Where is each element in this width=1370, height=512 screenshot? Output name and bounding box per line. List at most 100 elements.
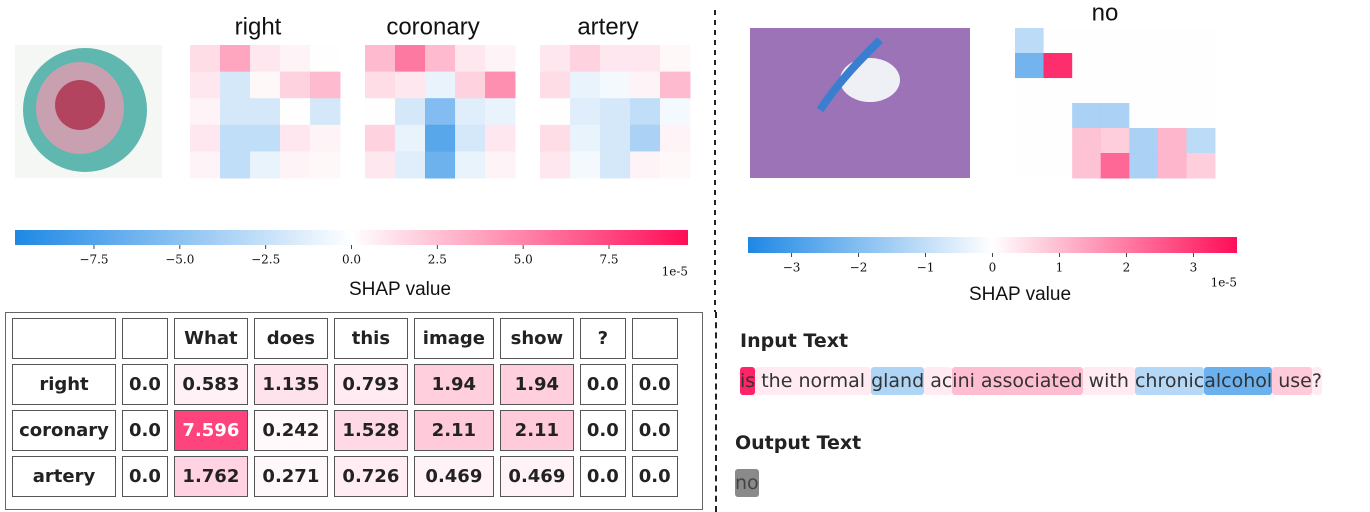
heatmap-cell <box>365 45 396 72</box>
heatmap-title: right <box>235 13 282 40</box>
tick-label: −2 <box>850 261 868 275</box>
input-title: Input Text <box>740 330 848 352</box>
tick-label: 5.0 <box>514 253 533 267</box>
heatmap-cell <box>630 45 661 72</box>
heatmap-cell <box>365 125 396 152</box>
heatmap-cell <box>660 98 691 125</box>
axis-label: SHAP value <box>349 279 451 300</box>
header-cell <box>122 318 168 359</box>
heatmap-cell <box>1129 153 1158 179</box>
scale-label: 1e-5 <box>662 265 688 279</box>
heatmap-cell <box>1015 53 1044 79</box>
heatmap-cell <box>1101 128 1130 154</box>
header-cell: image <box>414 318 494 359</box>
heatmap-cell <box>1072 128 1101 154</box>
text-token: is <box>740 367 755 395</box>
text-token: with <box>1083 367 1135 395</box>
header-cell: show <box>500 318 574 359</box>
table-cell: 0.469 <box>414 456 494 497</box>
heatmap-cell <box>1072 153 1101 179</box>
heatmap-cell <box>280 151 311 178</box>
tick-label: −1 <box>917 261 935 275</box>
heatmap-cell <box>570 151 601 178</box>
heatmap-cell <box>220 72 251 99</box>
heatmap-cell <box>455 151 486 178</box>
heatmap-cell <box>540 125 571 152</box>
heatmap-cell <box>455 125 486 152</box>
heatmap-cell <box>485 45 516 72</box>
scale-label: 1e-5 <box>1211 276 1237 290</box>
table-cell: 0.0 <box>122 364 168 405</box>
table-cell: 1.762 <box>174 456 248 497</box>
heatmap-cell <box>1158 53 1187 79</box>
heatmap-cell <box>1101 28 1130 54</box>
table-row: right0.00.5831.1350.7931.941.940.00.0 <box>12 364 678 405</box>
heatmap-cell <box>280 125 311 152</box>
text-token: the normal <box>755 367 871 395</box>
table-cell: 1.94 <box>500 364 574 405</box>
input-text: is the normal gland acini associated wit… <box>740 370 1322 392</box>
heatmap-cell <box>1129 28 1158 54</box>
table-cell: 1.94 <box>414 364 494 405</box>
heatmap-cell <box>1186 103 1215 129</box>
table-cell: 2.11 <box>414 410 494 451</box>
table-cell: 2.11 <box>500 410 574 451</box>
header-cell: does <box>254 318 328 359</box>
table-cell: 0.0 <box>122 456 168 497</box>
table-cell: 0.0 <box>580 456 626 497</box>
heatmap-cell <box>630 72 661 99</box>
heatmap-cell <box>630 125 661 152</box>
heatmap-cell <box>425 98 456 125</box>
heatmap-cell <box>455 72 486 99</box>
table-cell: 0.0 <box>632 456 678 497</box>
text-token: ? <box>1312 367 1322 395</box>
table-cell: 1.528 <box>334 410 408 451</box>
heatmap-cell <box>190 125 221 152</box>
heatmap-cell <box>1129 128 1158 154</box>
heatmap-cell <box>485 125 516 152</box>
heatmap-cell <box>1044 28 1073 54</box>
text-token: ini associated <box>952 367 1082 395</box>
heatmap-cell <box>220 98 251 125</box>
header-cell: What <box>174 318 248 359</box>
heatmap-cell <box>600 125 631 152</box>
heatmap-cell <box>540 151 571 178</box>
heatmap-cell <box>1072 103 1101 129</box>
heatmap-cell <box>1072 78 1101 104</box>
colorbar <box>15 230 688 245</box>
heatmap-cell <box>485 151 516 178</box>
table: Whatdoesthisimageshow?right0.00.5831.135… <box>6 313 684 502</box>
heatmap-cell <box>1186 128 1215 154</box>
text-token: chronic <box>1135 367 1204 395</box>
tick-label: 1 <box>1056 261 1064 275</box>
table-cell: 0.0 <box>580 410 626 451</box>
heatmap-cell <box>1072 28 1101 54</box>
heatmap-cell <box>1158 78 1187 104</box>
tick-label: −2.5 <box>251 253 280 267</box>
heatmap-cell <box>660 45 691 72</box>
divider <box>715 312 717 512</box>
heatmap-cell <box>250 125 281 152</box>
table-cell: 0.0 <box>632 410 678 451</box>
heatmap-cell <box>425 151 456 178</box>
heatmap-cell <box>365 151 396 178</box>
heatmap-cell <box>600 45 631 72</box>
heatmap-cell <box>250 98 281 125</box>
heatmap-cell <box>455 45 486 72</box>
heatmap-cell <box>280 72 311 99</box>
heatmap-cell <box>310 72 341 99</box>
table-header-row: Whatdoesthisimageshow? <box>12 318 678 359</box>
table-cell: 0.0 <box>122 410 168 451</box>
heatmap-cell <box>1101 53 1130 79</box>
heatmap-cell <box>1129 78 1158 104</box>
heatmap-cell <box>455 98 486 125</box>
heatmap-cell <box>310 98 341 125</box>
heatmap-cell <box>395 151 426 178</box>
axis-label: SHAP value <box>969 284 1071 305</box>
heatmap-title: artery <box>577 13 638 40</box>
heatmap-cell <box>630 98 661 125</box>
row-label: coronary <box>12 410 116 451</box>
heatmap-cell <box>1015 28 1044 54</box>
page: rightcoronaryarteryno−7.5−5.0−2.50.02.55… <box>0 0 1370 512</box>
